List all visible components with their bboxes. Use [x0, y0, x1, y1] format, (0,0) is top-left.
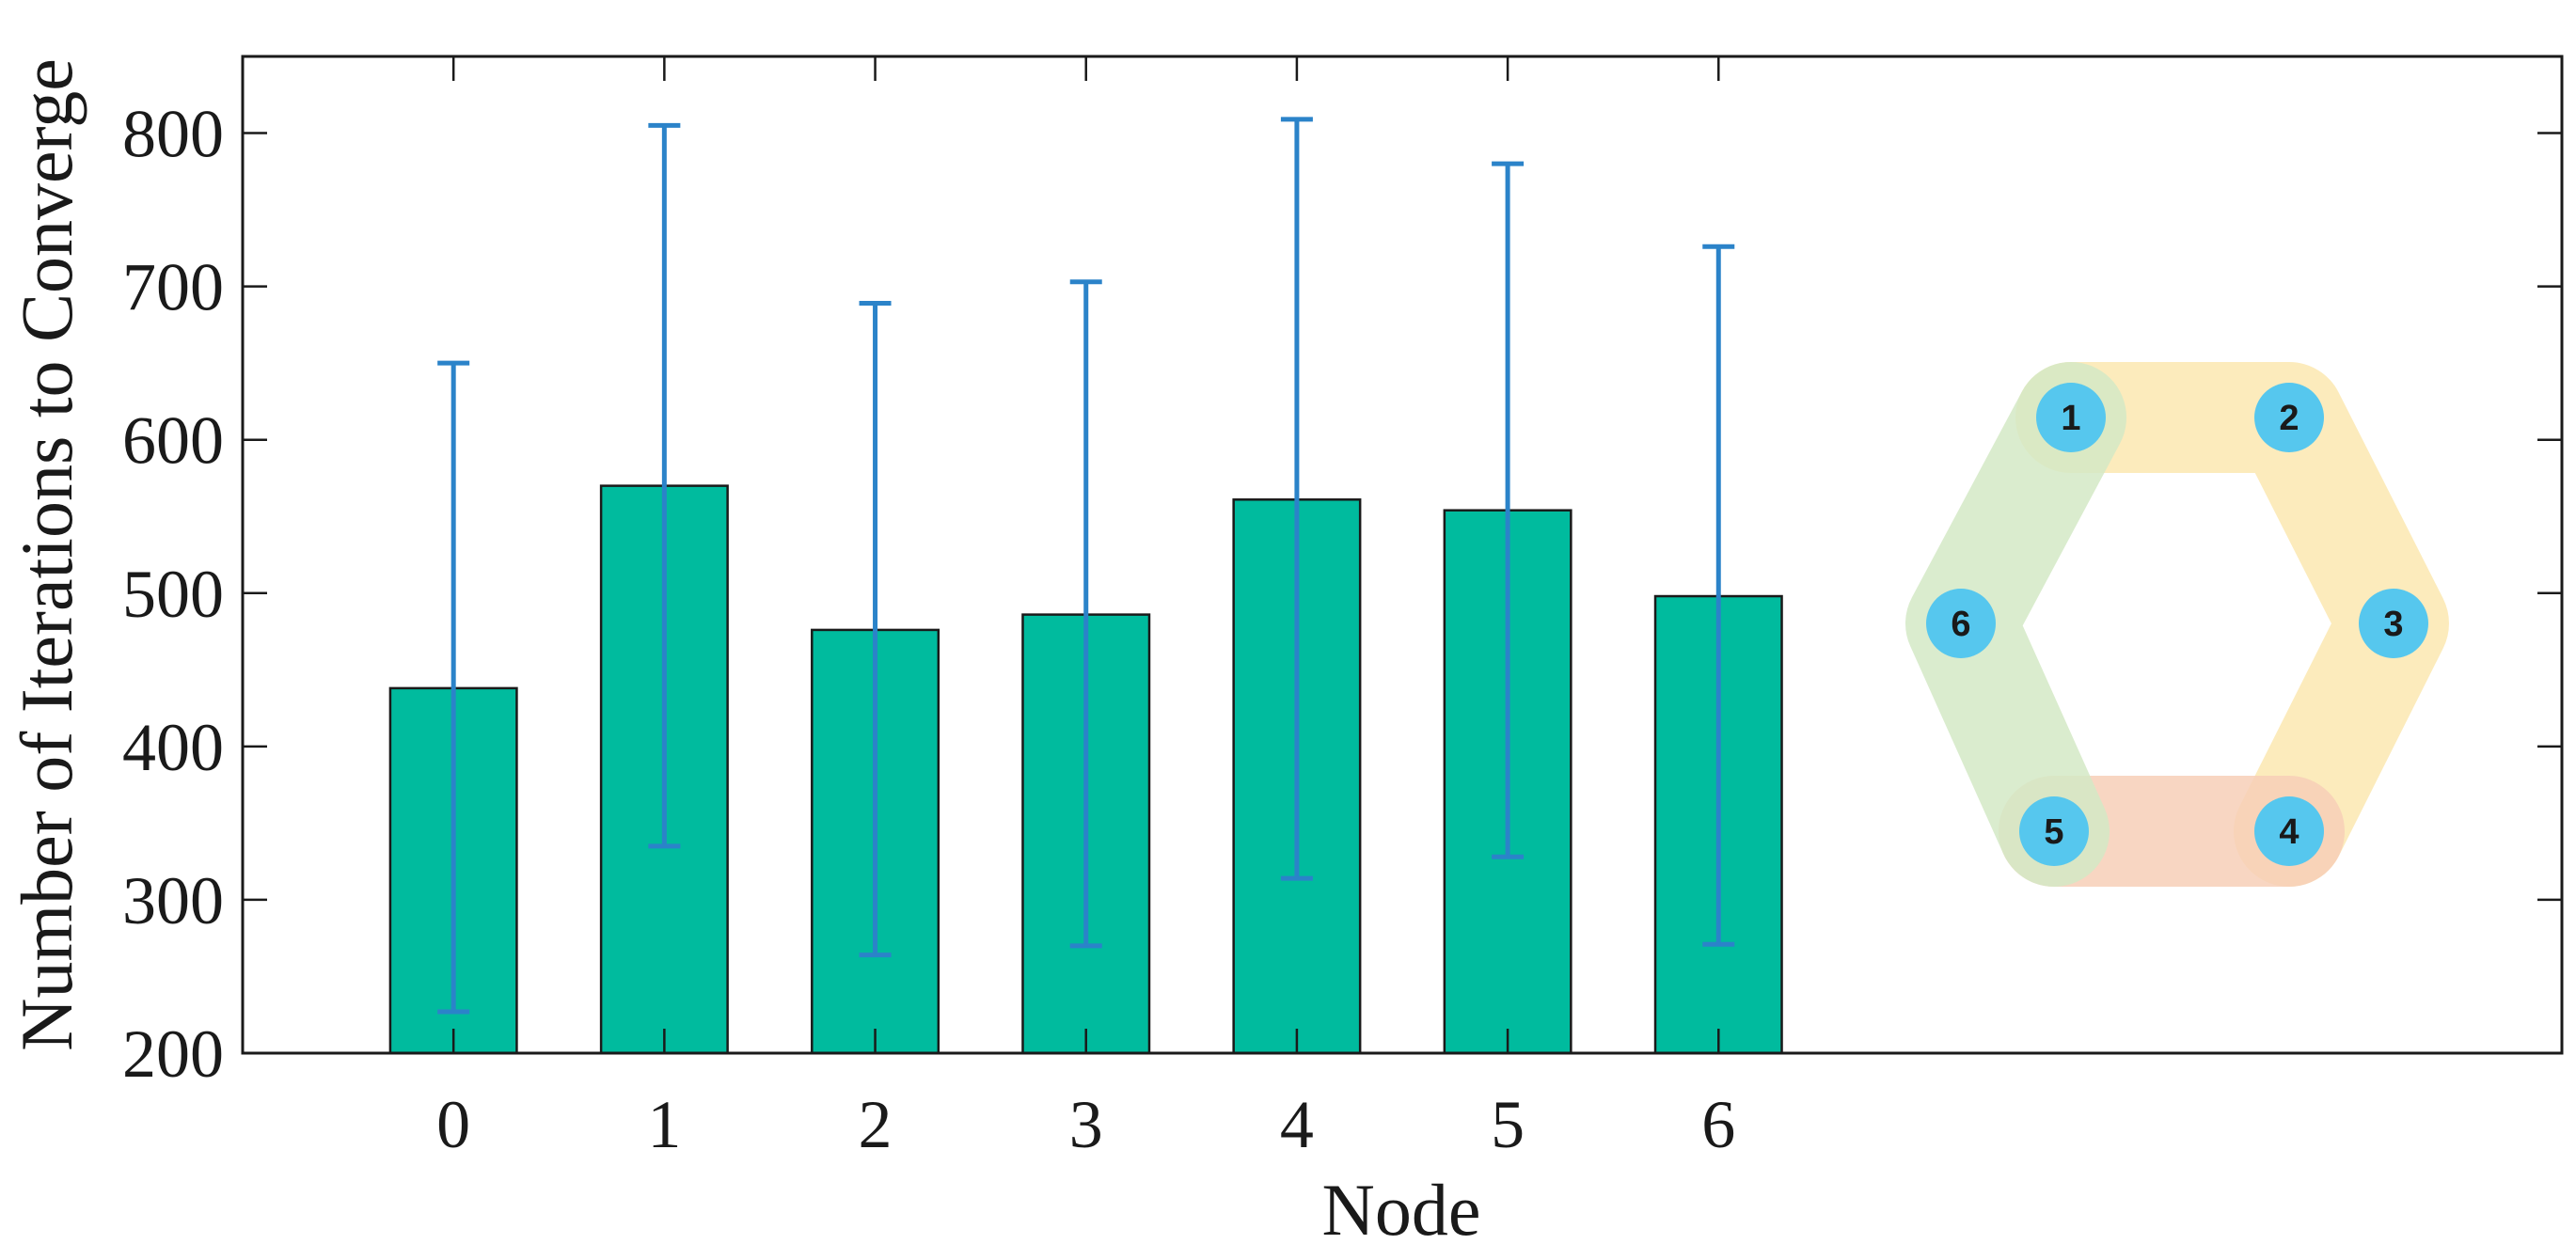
x-tick-label-3: 3: [1069, 1087, 1103, 1162]
inset-node-label-3: 3: [2383, 605, 2403, 644]
inset-node-6: [1926, 589, 1996, 658]
y-tick-label-800: 800: [122, 97, 224, 172]
y-tick-label-400: 400: [122, 710, 224, 785]
x-axis-label: Node: [1322, 1169, 1481, 1251]
x-tick-label-1: 1: [647, 1087, 681, 1162]
inset-node-1: [2036, 383, 2106, 452]
y-axis-label: Number of Iterations to Converge: [6, 58, 87, 1051]
inset-node-3: [2359, 589, 2428, 658]
inset-node-label-2: 2: [2279, 399, 2299, 438]
inset-node-2: [2254, 383, 2324, 452]
y-tick-label-300: 300: [122, 863, 224, 938]
y-tick-label-700: 700: [122, 250, 224, 325]
x-tick-label-4: 4: [1280, 1087, 1314, 1162]
inset-node-label-4: 4: [2279, 812, 2299, 852]
y-tick-label-600: 600: [122, 403, 224, 479]
y-tick-label-200: 200: [122, 1016, 224, 1092]
x-tick-label-2: 2: [859, 1087, 893, 1162]
topology-inset: 1 2 3 4 5 6: [1905, 362, 2449, 887]
group-hull-yellow: [2015, 362, 2449, 887]
axes-group: 200 300 400 500 600 700 800 0 1 2 3 4 5 6: [122, 55, 2564, 1162]
x-tick-label-6: 6: [1701, 1087, 1735, 1162]
plot-frame: [241, 55, 2564, 1055]
inset-node-5: [2019, 796, 2089, 866]
errorbars-group: [437, 117, 1735, 1015]
inset-node-label-5: 5: [2044, 812, 2063, 852]
x-tick-label-0: 0: [436, 1087, 470, 1162]
inset-node-label-6: 6: [1951, 605, 1970, 644]
y-tick-label-500: 500: [122, 557, 224, 632]
inset-node-label-1: 1: [2061, 399, 2080, 438]
inset-node-4: [2254, 796, 2324, 866]
x-tick-label-5: 5: [1491, 1087, 1525, 1162]
